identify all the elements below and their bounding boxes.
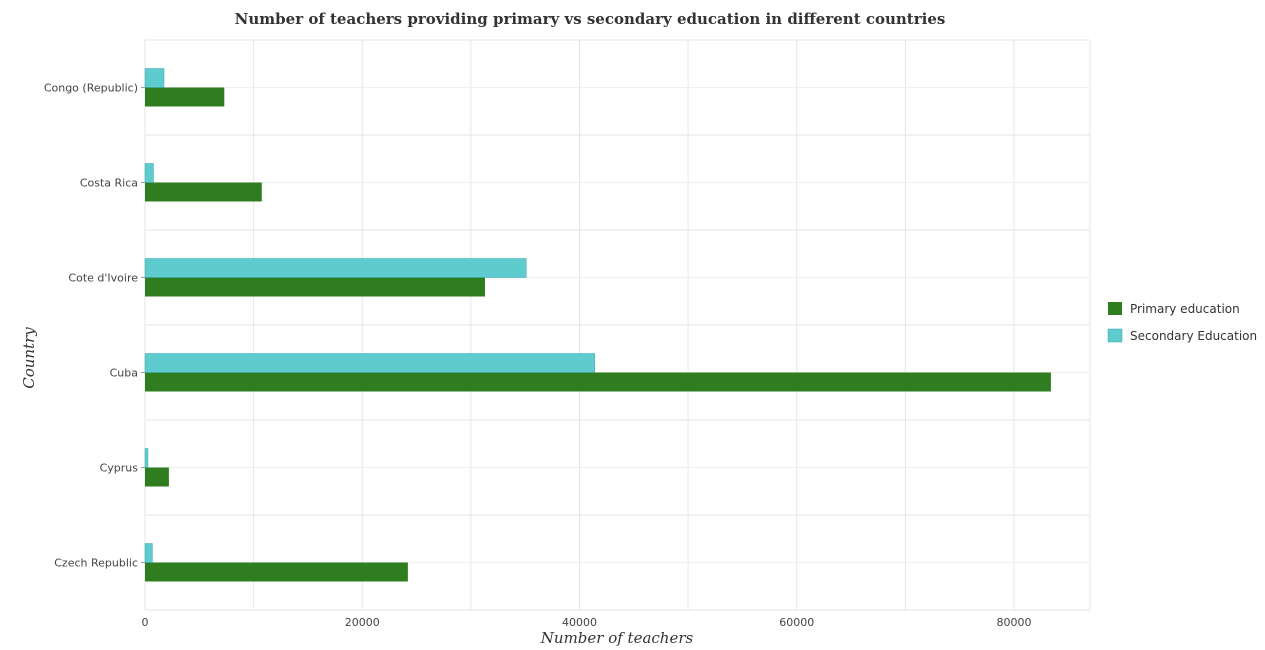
y-axis-label: Country [20,327,38,389]
x-axis-label: Number of teachers [540,629,694,647]
bar-secondary [144,448,149,468]
y-tick-label: Cote d'Ivoire [68,272,138,285]
bar-primary [145,87,225,107]
legend-swatch-secondary [1107,328,1123,343]
legend: Primary education Secondary Education [1107,302,1257,343]
bar-primary [145,182,262,202]
bar-secondary [144,543,153,563]
bar-primary [145,562,408,582]
x-tick-label: 0 [142,616,149,629]
y-tick-label: Costa Rica [80,177,138,190]
y-tick-labels: Congo (Republic) Costa Rica Cote d'Ivoire C… [44,82,145,570]
x-tick-label: 20000 [345,616,380,629]
bar-secondary [144,353,595,373]
chart-title: Number of teachers providing primary vs … [235,10,946,28]
grid [144,39,1091,611]
bar-secondary [144,163,154,183]
x-tick-label: 80000 [996,616,1031,629]
bar-primary [145,467,169,487]
bars [144,68,1051,582]
y-tick-label: Cyprus [100,462,139,475]
x-tick-label: 60000 [779,616,814,629]
y-tick-label: Czech Republic [54,557,138,570]
bar-secondary [144,258,527,278]
legend-label-primary: Primary education [1130,302,1240,316]
legend-swatch-primary [1108,302,1122,315]
bar-primary [145,372,1051,392]
y-tick-label: Cuba [110,367,138,380]
y-tick-label: Congo (Republic) [44,82,138,95]
x-tick-label: 40000 [562,616,597,629]
legend-label-secondary: Secondary Education [1130,329,1257,343]
bar-primary [145,277,485,297]
x-tick-labels: 0 20000 40000 60000 80000 [142,616,1032,629]
bar-secondary [144,68,165,88]
